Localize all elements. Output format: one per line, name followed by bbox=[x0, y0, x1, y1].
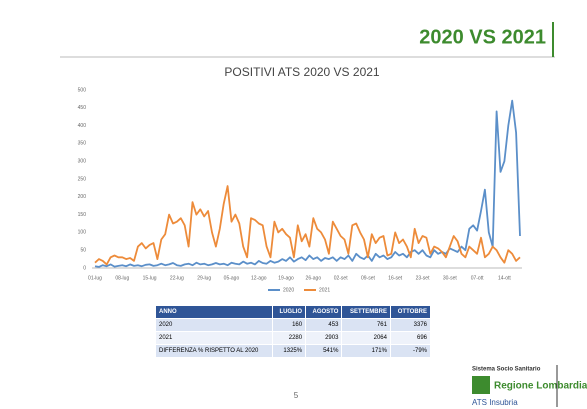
slide-title: 2020 VS 2021 bbox=[419, 26, 546, 48]
page-number: 5 bbox=[294, 391, 299, 400]
table-cell: LUGLIO bbox=[272, 305, 307, 319]
table-cell: -79% bbox=[389, 344, 432, 358]
table-cell: 761 bbox=[341, 318, 391, 332]
y-tick-label: 200 bbox=[78, 194, 87, 200]
y-tick-label: 0 bbox=[83, 265, 86, 271]
x-tick-label: 01-lug bbox=[88, 275, 102, 281]
table-cell: 2064 bbox=[341, 331, 391, 345]
y-tick-label: 450 bbox=[78, 105, 87, 111]
x-tick-label: 08-lug bbox=[115, 275, 129, 281]
y-tick-label: 300 bbox=[78, 159, 87, 165]
x-tick-label: 14-ott bbox=[498, 275, 511, 281]
line-series bbox=[94, 185, 521, 266]
x-tick-label: 12-ago bbox=[251, 275, 267, 281]
chart-title: POSITIVI ATS 2020 VS 2021 bbox=[224, 65, 380, 79]
x-tick-label: 16-set bbox=[388, 275, 403, 281]
y-tick-label: 400 bbox=[78, 123, 87, 129]
table-cell: ANNO bbox=[154, 305, 274, 319]
x-tick-label: 02-set bbox=[334, 275, 349, 281]
x-tick-label: 05-ago bbox=[224, 275, 240, 281]
x-tick-label: 26-ago bbox=[306, 275, 322, 281]
x-tick-label: 30-set bbox=[443, 275, 458, 281]
table-cell: 160 bbox=[272, 318, 307, 332]
table-cell: AGOSTO bbox=[305, 305, 343, 319]
table-cell: 2020 bbox=[154, 318, 274, 332]
y-tick-label: 350 bbox=[78, 141, 87, 147]
table-cell: 453 bbox=[305, 318, 343, 332]
x-tick-label: 07-ott bbox=[471, 275, 484, 281]
logo-icon bbox=[472, 376, 490, 394]
table-cell: 2903 bbox=[305, 331, 343, 345]
y-tick-label: 500 bbox=[78, 87, 87, 93]
table-cell: 3376 bbox=[389, 318, 432, 332]
table-cell: 171% bbox=[341, 344, 391, 358]
y-tick-label: 50 bbox=[80, 248, 86, 254]
logo-main: Regione Lombardia bbox=[494, 381, 587, 392]
table-cell: 1325% bbox=[272, 344, 307, 358]
x-tick-label: 22-lug bbox=[170, 275, 184, 281]
table-row: 2021 2280 2903 2064 696 bbox=[154, 331, 432, 345]
y-tick-label: 150 bbox=[78, 212, 87, 218]
table-cell: DIFFERENZA % RISPETTO AL 2020 bbox=[154, 344, 274, 358]
logo-sub: ATS Insubria bbox=[472, 398, 518, 407]
table-row: 2020 160 453 761 3376 bbox=[154, 318, 432, 332]
x-tick-label: 19-ago bbox=[278, 275, 294, 281]
summary-table: ANNO LUGLIO AGOSTO SETTEMBRE OTTOBRE 2020 160 4… bbox=[154, 305, 432, 358]
x-tick-label: 09-set bbox=[361, 275, 376, 281]
legend-label: 2021 bbox=[319, 287, 330, 293]
y-tick-label: 250 bbox=[78, 176, 87, 182]
table-cell: 2280 bbox=[272, 331, 307, 345]
legend-label: 2020 bbox=[283, 287, 294, 293]
x-tick-label: 15-lug bbox=[143, 275, 157, 281]
table-row: ANNO LUGLIO AGOSTO SETTEMBRE OTTOBRE bbox=[154, 305, 432, 319]
x-tick-label: 23-set bbox=[416, 275, 431, 281]
table-cell: 541% bbox=[305, 344, 343, 358]
x-tick-label: 29-lug bbox=[197, 275, 211, 281]
table-cell: 696 bbox=[389, 331, 432, 345]
table-cell: OTTOBRE bbox=[389, 305, 432, 319]
logo-top: Sistema Socio Sanitario bbox=[472, 367, 541, 373]
table-cell: SETTEMBRE bbox=[341, 305, 391, 319]
y-tick-label: 100 bbox=[78, 230, 87, 236]
table-row: DIFFERENZA % RISPETTO AL 2020 1325% 541% 17… bbox=[154, 344, 432, 358]
table-cell: 2021 bbox=[154, 331, 274, 345]
